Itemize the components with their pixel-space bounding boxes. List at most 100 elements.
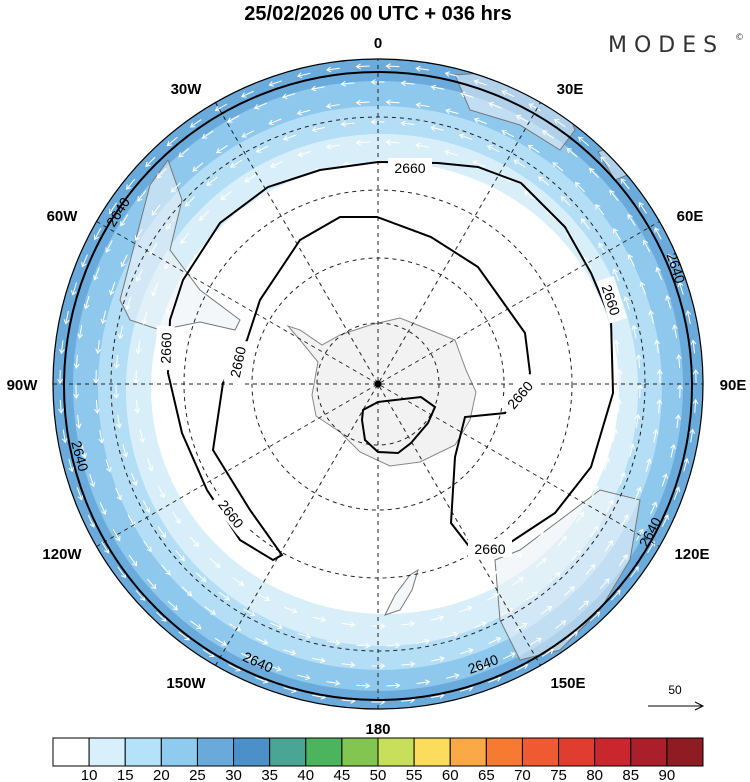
wind-arrow-icon xyxy=(473,621,487,629)
wind-arrow-icon xyxy=(604,539,614,552)
wind-arrow-icon xyxy=(93,369,99,384)
lon-label-60e: 60E xyxy=(677,208,704,225)
wind-arrow-icon xyxy=(638,201,647,214)
wind-arrow-icon xyxy=(77,325,83,339)
wind-arrow-icon xyxy=(157,526,166,539)
wind-arrow-icon xyxy=(560,196,571,207)
wind-arrow-icon xyxy=(557,535,567,547)
wind-arrow-icon xyxy=(489,191,498,197)
wind-arrow-icon xyxy=(606,499,614,513)
wind-arrow-icon xyxy=(310,85,325,92)
wind-arrow-icon xyxy=(139,429,146,444)
wind-arrow-icon xyxy=(283,649,297,656)
colorbar-swatch xyxy=(558,737,596,767)
wind-arrow-icon xyxy=(459,91,474,98)
wind-arrow-icon xyxy=(146,578,157,590)
wind-arrow-icon xyxy=(444,149,458,156)
wind-arrow-icon xyxy=(218,591,231,601)
wind-arrow-icon xyxy=(415,102,430,109)
wind-arrow-icon xyxy=(165,305,172,315)
wind-arrow-icon xyxy=(621,514,629,527)
lon-label-30e: 30E xyxy=(557,81,584,98)
wind-arrow-icon xyxy=(683,457,690,472)
colorbar-swatch xyxy=(88,737,126,767)
lon-label-150e: 150E xyxy=(550,675,585,692)
wind-arrow-icon xyxy=(181,586,193,597)
lon-label-150w: 150W xyxy=(166,675,206,692)
colorbar-swatch xyxy=(341,737,379,767)
wind-arrow-icon xyxy=(642,239,651,253)
wind-arrow-icon xyxy=(156,168,167,179)
colorbar-label: 65 xyxy=(478,767,495,782)
wind-arrow-icon xyxy=(284,606,298,614)
contour-label: 2660 xyxy=(474,541,505,557)
wind-arrow-icon xyxy=(515,114,529,123)
contour-2660-pole xyxy=(360,395,437,455)
wind-arrow-icon xyxy=(189,536,200,548)
wind-arrow-icon xyxy=(73,354,80,369)
wind-arrow-icon xyxy=(430,615,445,621)
wind-arrow-icon xyxy=(540,605,553,615)
wind-arrow-icon xyxy=(127,514,136,528)
wind-arrow-icon xyxy=(575,511,584,524)
wind-arrow-icon xyxy=(627,253,635,267)
contour-labels: 2660 2660 2660 2660 2660 2660 2660 2640 … xyxy=(68,158,688,677)
wind-arrow-icon xyxy=(580,218,590,230)
wind-arrow-icon xyxy=(385,63,400,70)
wind-arrow-icon xyxy=(552,162,564,172)
wind-arrow-icon xyxy=(672,324,678,339)
wind-arrow-icon xyxy=(206,176,218,186)
wind-arrow-icon xyxy=(514,553,522,560)
wind-arrow-icon xyxy=(98,429,105,444)
wind-arrow-icon xyxy=(117,325,124,340)
wind-arrow-icon xyxy=(297,150,311,158)
lon-label-90w: 90W xyxy=(7,377,39,394)
wind-arrow-icon xyxy=(135,340,142,355)
map-disc xyxy=(53,59,703,709)
wind-arrow-icon xyxy=(101,541,110,554)
wind-arrow-icon xyxy=(63,310,70,325)
wind-arrow-icon xyxy=(184,196,196,207)
wind-arrow-icon xyxy=(128,554,138,567)
lon-label-180: 180 xyxy=(365,721,390,738)
contour-label: 2660 xyxy=(157,332,174,364)
wind-arrow-icon xyxy=(634,413,641,428)
wind-arrow-icon xyxy=(268,118,282,126)
wind-arrow-icon xyxy=(253,102,267,110)
contour-label: 2660 xyxy=(227,345,249,379)
colorbar-swatch xyxy=(449,737,487,767)
wind-arrow-icon xyxy=(112,529,121,542)
colorbar-swatch xyxy=(196,737,235,767)
wind-arrow-icon xyxy=(105,240,113,253)
wind-arrow-icon xyxy=(612,428,618,443)
south-pole-marker xyxy=(374,380,382,388)
wind-arrow-icon xyxy=(446,673,460,679)
wind-arrow-icon xyxy=(634,486,642,500)
wind-arrow-icon xyxy=(326,143,341,150)
wind-arrow-icon xyxy=(600,156,611,167)
wind-arrow-icon xyxy=(635,354,642,369)
wind-arrow-icon xyxy=(374,603,383,609)
wind-arrow-icon xyxy=(661,473,668,487)
wind-arrow-icon xyxy=(268,665,282,672)
wind-arrow-icon xyxy=(630,566,639,578)
wind-arrow-icon xyxy=(528,103,541,112)
wind-arrow-icon xyxy=(592,424,599,434)
wind-arrow-icon xyxy=(241,130,254,138)
wind-arrow-icon xyxy=(244,174,257,183)
colorbar-swatch xyxy=(52,737,90,767)
wind-arrow-icon xyxy=(131,472,138,486)
wind-arrow-icon xyxy=(629,443,635,458)
wind-arrow-icon xyxy=(639,281,646,295)
wind-arrow-icon xyxy=(108,202,118,215)
wind-arrow-icon xyxy=(120,214,129,227)
wind-arrow-icon xyxy=(529,637,542,646)
wind-arrow-icon xyxy=(341,661,356,668)
wind-arrow-icon xyxy=(134,228,143,241)
wind-arrow-icon xyxy=(356,642,371,649)
colorbar-label: 15 xyxy=(117,767,134,782)
wind-arrow-icon xyxy=(192,162,204,172)
wind-arrow-icon xyxy=(462,584,471,591)
wind-arrow-icon xyxy=(554,620,567,630)
wind-arrow-icon xyxy=(430,125,444,132)
